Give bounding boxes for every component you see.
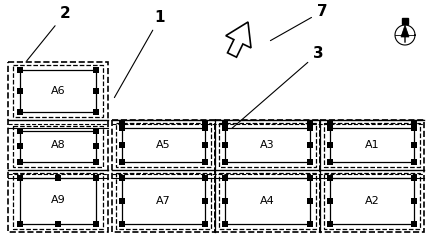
Bar: [13, 126, 103, 167]
Bar: [8, 62, 108, 232]
Bar: [20, 70, 96, 112]
Bar: [218, 173, 315, 229]
Bar: [20, 178, 96, 224]
Bar: [13, 173, 103, 229]
Bar: [116, 123, 211, 167]
Polygon shape: [225, 22, 250, 57]
Bar: [13, 65, 103, 117]
Bar: [116, 173, 211, 229]
Bar: [122, 178, 205, 224]
Text: 2: 2: [27, 6, 70, 61]
Bar: [218, 123, 315, 167]
Bar: [224, 178, 309, 224]
Text: A9: A9: [50, 195, 65, 205]
Bar: [319, 120, 423, 232]
Bar: [323, 123, 419, 167]
Text: A1: A1: [364, 140, 378, 150]
Bar: [112, 120, 215, 232]
Bar: [215, 120, 319, 232]
Text: A4: A4: [259, 196, 274, 206]
Text: 3: 3: [232, 46, 322, 128]
Text: A6: A6: [51, 86, 65, 96]
Bar: [224, 128, 309, 162]
Bar: [20, 131, 96, 162]
Text: 7: 7: [270, 4, 326, 41]
Text: A5: A5: [155, 140, 170, 150]
Polygon shape: [400, 25, 408, 37]
Text: A7: A7: [155, 196, 170, 206]
Bar: [329, 178, 413, 224]
Text: 1: 1: [114, 10, 165, 98]
Bar: [323, 173, 419, 229]
Text: A3: A3: [259, 140, 273, 150]
Text: A2: A2: [364, 196, 378, 206]
Bar: [122, 128, 205, 162]
Bar: [329, 128, 413, 162]
Text: A8: A8: [50, 140, 65, 150]
